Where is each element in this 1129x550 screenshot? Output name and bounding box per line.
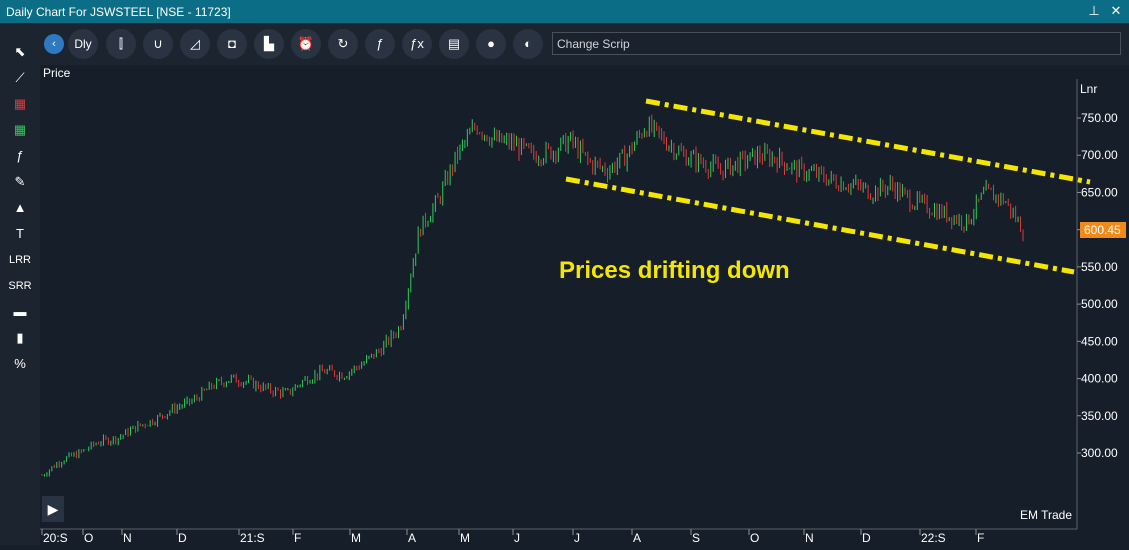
x-tick-label: J (574, 531, 580, 545)
watermark: EM Trade (1020, 508, 1073, 522)
y-tick-label: 450.00 (1081, 334, 1118, 348)
change-scrip-input[interactable]: Change Scrip (552, 32, 1121, 55)
price-chart[interactable]: 750.00700.00650.00600.00550.00500.00450.… (40, 65, 1129, 545)
drawing-toolbar: ⬉ ⟋ ▦ ▦ ƒ ✎ ▲ T LRR SRR ▬ ▮% (0, 23, 40, 545)
green-zone-icon[interactable]: ▦ (13, 122, 27, 137)
cursor-arrow-icon[interactable]: ⬉ (14, 44, 26, 59)
half-moon-icon[interactable]: ◐ (513, 29, 543, 59)
circle-icon[interactable]: ● (476, 29, 506, 59)
x-tick-label: D (178, 531, 187, 545)
period-button[interactable]: Dly (68, 29, 98, 59)
bar-settings-icon[interactable]: ▙ (254, 29, 284, 59)
x-tick-label: 21:S (240, 531, 265, 545)
film-icon[interactable]: ▤ (439, 29, 469, 59)
lower-channel-line[interactable] (565, 176, 1075, 275)
lrr-tool[interactable]: LRR (8, 254, 31, 266)
y-tick-label: 650.00 (1081, 185, 1118, 199)
x-tick-label: S (692, 531, 700, 545)
percent-icon[interactable]: % (14, 356, 26, 371)
x-tick-label: 22:S (921, 531, 946, 545)
annotation-text: Prices drifting down (559, 257, 790, 284)
x-tick-label: M (460, 531, 470, 545)
scale-mode-label: Lnr (1080, 82, 1097, 96)
text-tool-icon[interactable]: T (16, 226, 24, 241)
x-tick-label: F (294, 531, 301, 545)
pin-icon[interactable]: ⊥ (1088, 3, 1100, 18)
y-tick-label: 700.00 (1081, 148, 1118, 162)
play-icon[interactable]: ▶ (42, 496, 64, 522)
y-tick-label: 500.00 (1081, 297, 1118, 311)
image-icon[interactable]: ▬ (13, 304, 27, 319)
mouse-icon[interactable]: ◘ (217, 29, 247, 59)
x-tick-label: J (514, 531, 520, 545)
y-tick-label: 300.00 (1081, 446, 1118, 460)
area-chart-icon[interactable]: ◿ (180, 29, 210, 59)
x-tick-label: N (123, 531, 132, 545)
function-x-icon[interactable]: ƒx (402, 29, 432, 59)
chart-toolbar: ‹ Dly ⫿ ∪ ◿ ◘ ▙ ⏰ ↻ ƒ ƒx ▤ ● ◐ Change Scrip (40, 23, 1129, 65)
y-tick-label: 400.00 (1081, 372, 1118, 386)
close-icon[interactable]: ✕ (1110, 3, 1122, 18)
brush-icon[interactable]: ✎ (14, 174, 26, 189)
x-tick-label: A (633, 531, 641, 545)
candlestick-icon[interactable]: ⫿ (106, 29, 136, 59)
function-icon[interactable]: ƒ (365, 29, 395, 59)
refresh-icon[interactable]: ↻ (328, 29, 358, 59)
red-zone-icon[interactable]: ▦ (13, 96, 27, 111)
y-tick-label: 550.00 (1081, 260, 1118, 274)
bars-icon[interactable]: ▮ (16, 330, 24, 345)
last-price-marker: 600.45 (1080, 222, 1126, 238)
y-tick-label: 750.00 (1081, 111, 1118, 125)
function-icon[interactable]: ƒ (16, 148, 24, 163)
pane-label: Price (43, 66, 71, 80)
chevron-left-icon[interactable]: ‹ (44, 34, 64, 54)
x-tick-label: D (862, 531, 871, 545)
chart-area[interactable]: 750.00700.00650.00600.00550.00500.00450.… (40, 65, 1129, 545)
magnet-icon[interactable]: ∪ (143, 29, 173, 59)
x-tick-label: M (351, 531, 361, 545)
srr-tool[interactable]: SRR (8, 280, 32, 292)
x-tick-label: 20:S (43, 531, 68, 545)
x-tick-label: A (408, 531, 416, 545)
trendline-icon[interactable]: ⟋ (15, 70, 25, 85)
x-tick-label: N (805, 531, 814, 545)
window-title: Daily Chart For JSWSTEEL [NSE - 11723] (6, 5, 231, 19)
alarm-icon[interactable]: ⏰ (291, 29, 321, 59)
y-tick-label: 350.00 (1081, 409, 1118, 423)
window-titlebar: Daily Chart For JSWSTEEL [NSE - 11723] ⊥… (0, 0, 1129, 23)
x-tick-label: O (750, 531, 759, 545)
x-tick-label: F (977, 531, 984, 545)
x-tick-label: O (84, 531, 93, 545)
shapes-icon[interactable]: ▲ (13, 200, 27, 215)
upper-channel-line[interactable] (645, 98, 1091, 185)
last-price-label: 600.45 (1084, 223, 1121, 237)
